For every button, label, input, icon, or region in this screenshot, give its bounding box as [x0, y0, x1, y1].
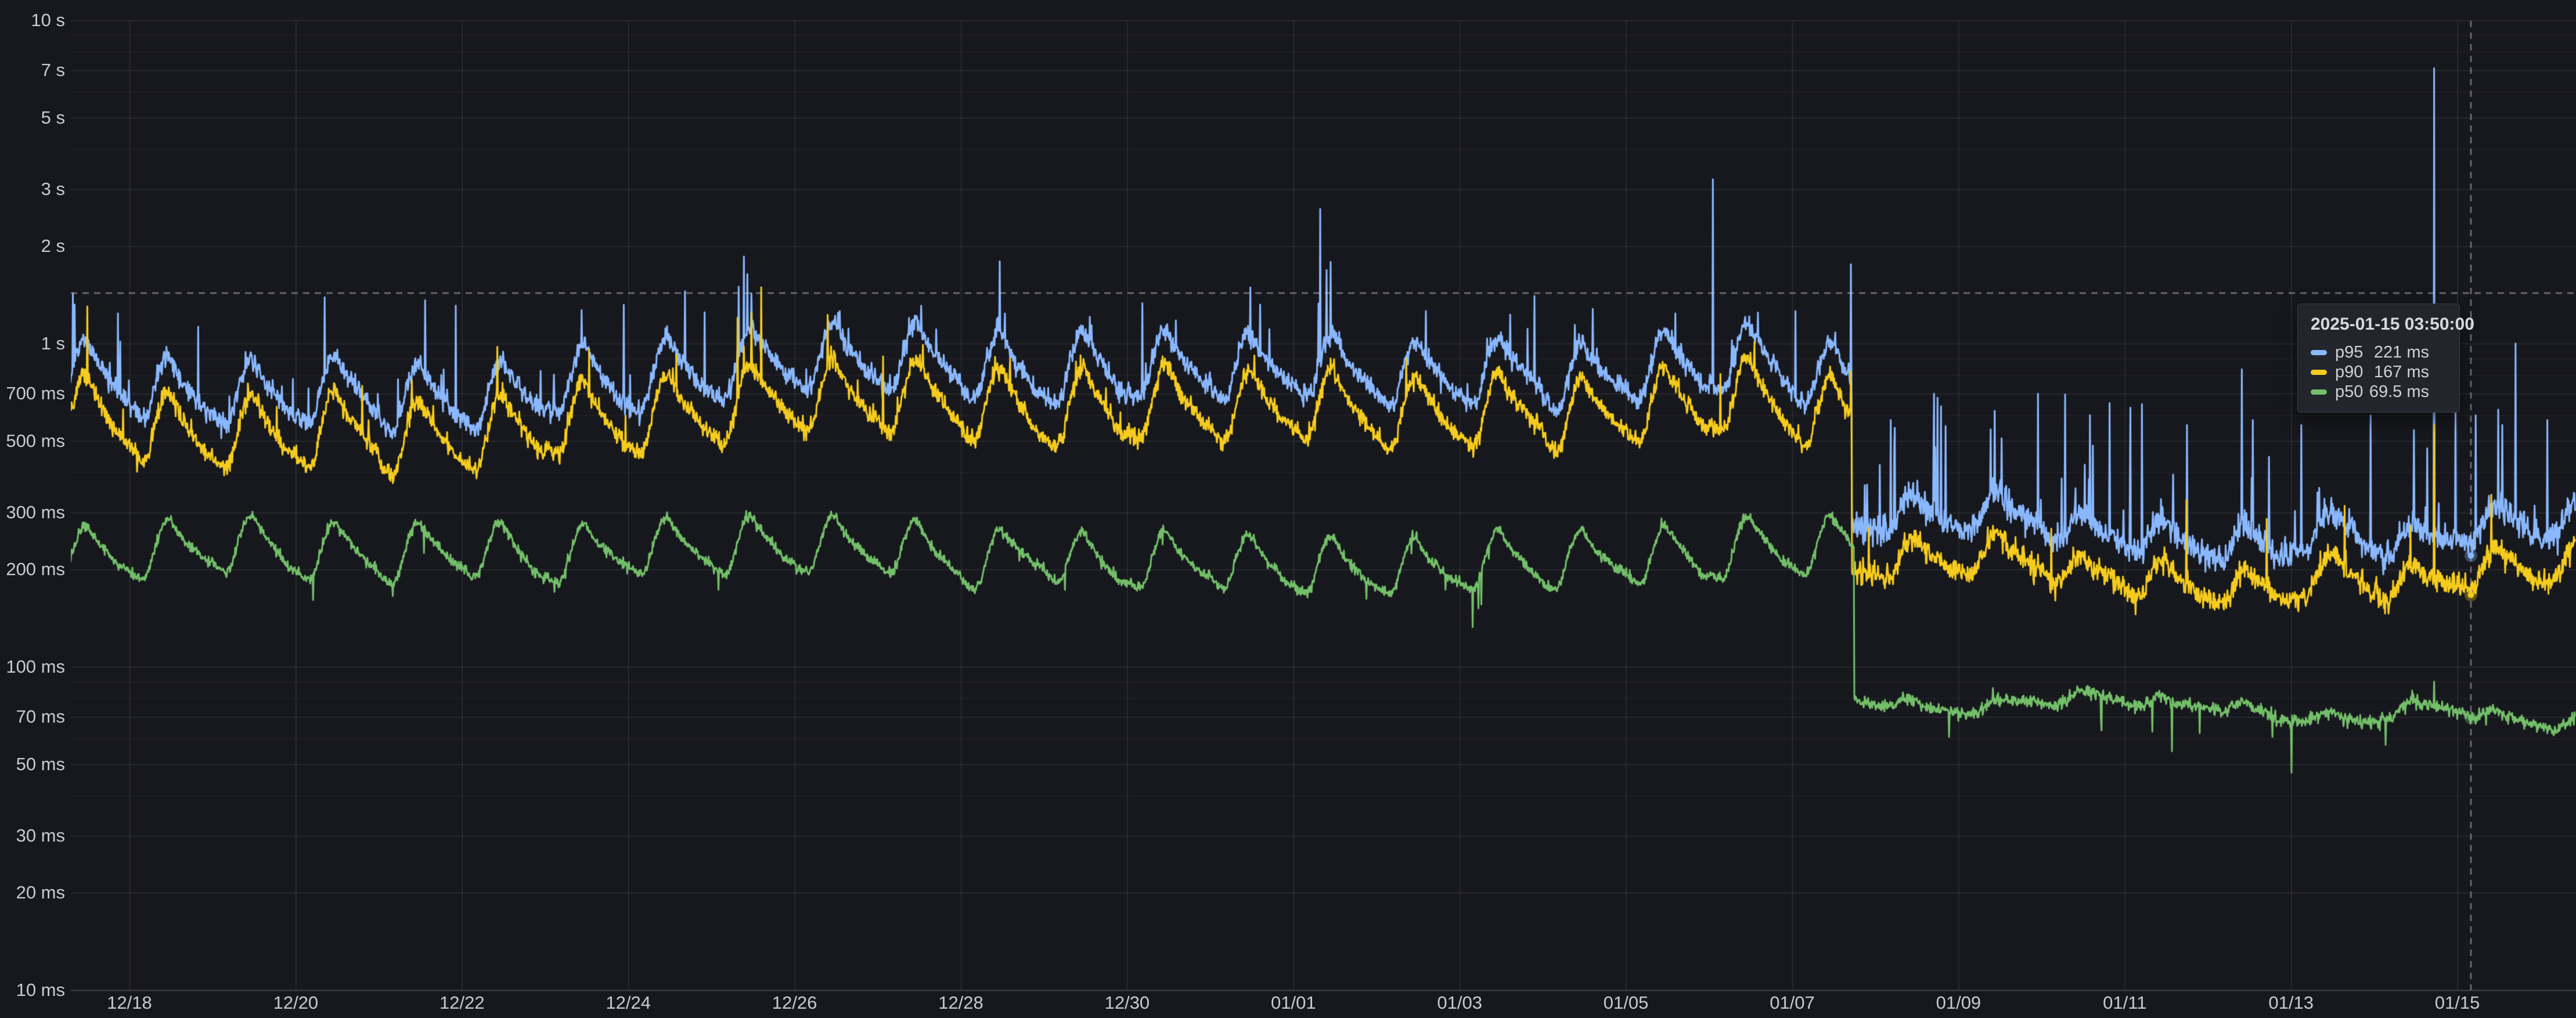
tooltip-series-value: 69.5 ms: [2369, 382, 2429, 401]
x-axis-tick-label: 01/05: [1603, 992, 1649, 1013]
y-axis-tick-label: 20 ms: [16, 882, 65, 903]
x-axis-tick-label: 12/22: [439, 992, 485, 1013]
p95-series-swatch-icon: [2311, 349, 2327, 355]
x-axis-tick-label: 01/13: [2268, 992, 2314, 1013]
y-axis-tick-label: 500 ms: [6, 430, 65, 451]
tooltip-timestamp: 2025-01-15 03:50:00: [2311, 315, 2474, 334]
x-axis-tick-label: 01/09: [1936, 992, 1981, 1013]
y-axis-tick-label: 100 ms: [6, 656, 65, 677]
x-axis-tick-label: 12/28: [938, 992, 983, 1013]
tooltip-series-label: p95: [2335, 342, 2364, 362]
y-axis-tick-label: 5 s: [41, 107, 65, 128]
y-axis-tick-label: 700 ms: [6, 383, 65, 404]
tooltip-series-value: 221 ms: [2373, 342, 2429, 362]
x-axis-tick-label: 01/01: [1271, 992, 1316, 1013]
y-axis-tick-label: 2 s: [41, 236, 65, 257]
tooltip-row-p95: p95 221 ms: [2311, 342, 2447, 362]
tooltip-row-p90: p90 167 ms: [2311, 362, 2447, 382]
y-axis-tick-label: 200 ms: [6, 559, 65, 580]
x-axis-tick-label: 12/24: [606, 992, 651, 1013]
chart-tooltip: 2025-01-15 03:50:00 p95 221 ms p90 167 m…: [2297, 304, 2474, 413]
x-axis-tick-label: 12/18: [107, 992, 152, 1013]
x-axis-tick-label: 12/30: [1104, 992, 1150, 1013]
p90-series-swatch-icon: [2311, 369, 2327, 375]
y-axis-tick-label: 7 s: [41, 60, 65, 81]
tooltip-series-label: p50: [2335, 382, 2364, 401]
y-axis-tick-label: 3 s: [41, 179, 65, 200]
x-axis-tick-label: 12/20: [273, 992, 319, 1013]
x-axis-tick-label: 12/26: [772, 992, 817, 1013]
y-axis-tick-label: 10 s: [31, 10, 65, 30]
y-axis-tick-label: 10 ms: [16, 980, 65, 1000]
y-axis-tick-label: 50 ms: [16, 753, 65, 774]
y-axis-tick-label: 70 ms: [16, 706, 65, 727]
y-axis-tick-label: 30 ms: [16, 825, 65, 846]
x-axis-tick-label: 01/03: [1437, 992, 1482, 1013]
tooltip-series-value: 167 ms: [2373, 362, 2429, 381]
y-axis-tick-label: 1 s: [41, 333, 65, 353]
x-axis-tick-label: 01/15: [2434, 992, 2480, 1013]
tooltip-row-p50: p50 69.5 ms: [2311, 382, 2447, 402]
x-axis-tick-label: 01/07: [1770, 992, 1815, 1013]
y-axis-tick-label: 300 ms: [6, 502, 65, 523]
p50-series-swatch-icon: [2311, 389, 2327, 395]
x-axis-tick-label: 01/11: [2103, 992, 2147, 1013]
tooltip-series-label: p90: [2335, 362, 2364, 381]
